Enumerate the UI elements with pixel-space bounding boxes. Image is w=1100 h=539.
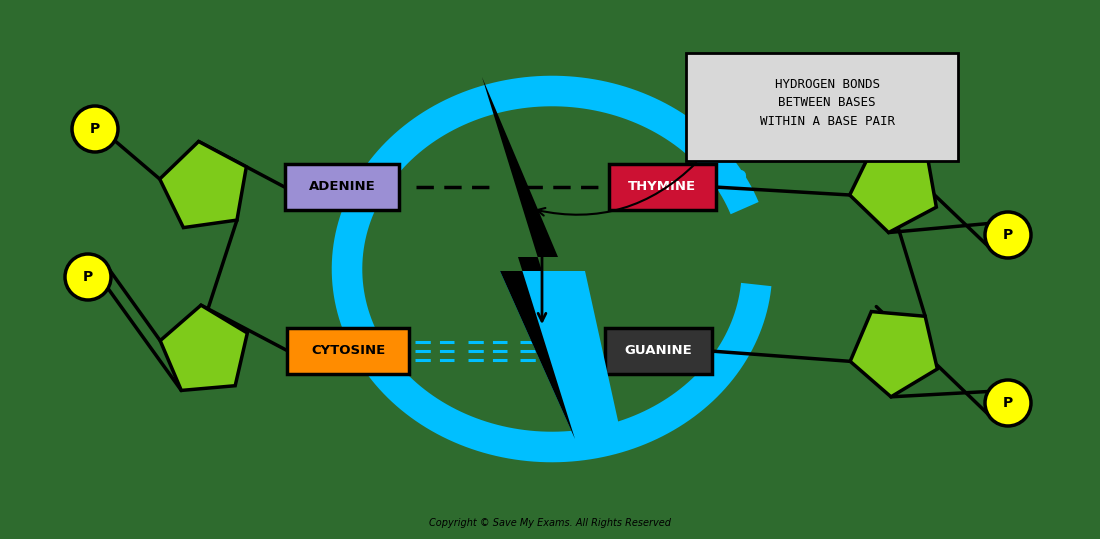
Text: P: P: [90, 122, 100, 136]
Bar: [605, 328, 712, 374]
Polygon shape: [850, 312, 937, 397]
Polygon shape: [160, 141, 246, 227]
Bar: [608, 164, 715, 210]
Bar: [686, 53, 958, 161]
Text: Copyright © Save My Exams. All Rights Reserved: Copyright © Save My Exams. All Rights Re…: [429, 518, 671, 528]
Polygon shape: [482, 77, 575, 439]
Circle shape: [72, 106, 118, 152]
Text: THYMINE: THYMINE: [628, 181, 696, 194]
Polygon shape: [161, 305, 248, 390]
Text: CYTOSINE: CYTOSINE: [311, 344, 385, 357]
Text: P: P: [1003, 396, 1013, 410]
Text: HYDROGEN BONDS
BETWEEN BASES
WITHIN A BASE PAIR: HYDROGEN BONDS BETWEEN BASES WITHIN A BA…: [759, 78, 894, 128]
Polygon shape: [500, 271, 621, 439]
Circle shape: [984, 380, 1031, 426]
Text: P: P: [1003, 228, 1013, 242]
Text: GUANINE: GUANINE: [624, 344, 692, 357]
Bar: [285, 164, 399, 210]
Polygon shape: [849, 147, 936, 232]
Circle shape: [984, 212, 1031, 258]
Circle shape: [65, 254, 111, 300]
Text: P: P: [82, 270, 94, 284]
Text: ADENINE: ADENINE: [309, 181, 375, 194]
Bar: [287, 328, 409, 374]
